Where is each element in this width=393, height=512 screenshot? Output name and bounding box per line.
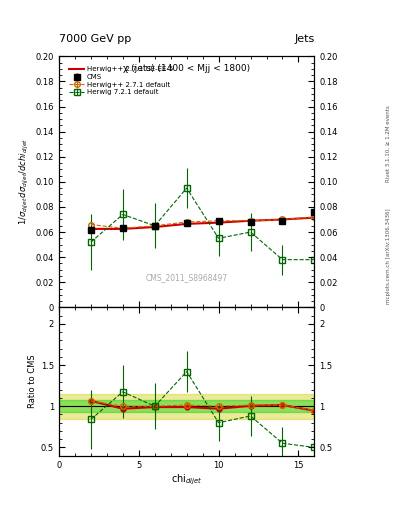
Y-axis label: Ratio to CMS: Ratio to CMS xyxy=(28,355,37,409)
Herwig++ 2.7.1 UE-EE-5 xyxy=(184,221,189,227)
Herwig++ 2.7.1 UE-EE-5 xyxy=(88,226,93,232)
Text: χ (jets) (1400 < Mjj < 1800): χ (jets) (1400 < Mjj < 1800) xyxy=(123,64,250,73)
Text: 7000 GeV pp: 7000 GeV pp xyxy=(59,33,131,44)
Herwig++ 2.7.1 UE-EE-5 xyxy=(248,218,253,224)
Text: Rivet 3.1.10, ≥ 1.2M events: Rivet 3.1.10, ≥ 1.2M events xyxy=(386,105,391,182)
Text: CMS_2011_S8968497: CMS_2011_S8968497 xyxy=(146,273,228,282)
Herwig++ 2.7.1 UE-EE-5 xyxy=(120,226,125,232)
Herwig++ 2.7.1 UE-EE-5 xyxy=(312,215,317,221)
Text: Jets: Jets xyxy=(294,33,314,44)
Text: mcplots.cern.ch [arXiv:1306.3436]: mcplots.cern.ch [arXiv:1306.3436] xyxy=(386,208,391,304)
Y-axis label: $1/\sigma_{dijet}\,d\sigma_{dijet}/dchi_{dijet}$: $1/\sigma_{dijet}\,d\sigma_{dijet}/dchi_… xyxy=(18,138,31,225)
Bar xyxy=(59,400,314,412)
Herwig++ 2.7.1 UE-EE-5 xyxy=(280,217,285,223)
X-axis label: chi$_{dijet}$: chi$_{dijet}$ xyxy=(171,472,202,487)
Legend: Herwig++ 2.7.1 UE-EE-5, CMS, Herwig++ 2.7.1 default, Herwig 7.2.1 default: Herwig++ 2.7.1 UE-EE-5, CMS, Herwig++ 2.… xyxy=(68,65,174,97)
Bar xyxy=(59,394,314,419)
Herwig++ 2.7.1 UE-EE-5 xyxy=(216,220,221,226)
Line: Herwig++ 2.7.1 UE-EE-5: Herwig++ 2.7.1 UE-EE-5 xyxy=(91,218,314,229)
Herwig++ 2.7.1 UE-EE-5 xyxy=(152,224,157,230)
